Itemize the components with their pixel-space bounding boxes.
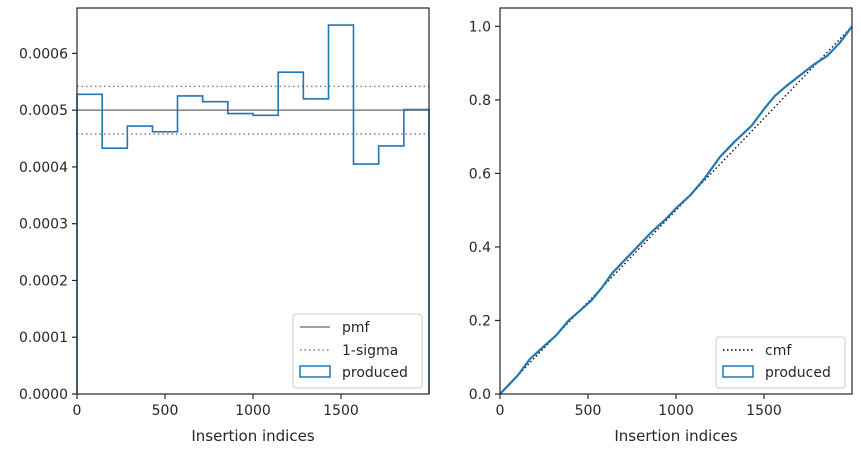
y-tick-label: 0.0006 <box>19 46 68 62</box>
y-tick-label: 1.0 <box>469 19 491 35</box>
y-tick-label: 0.0001 <box>19 330 68 346</box>
y-tick-label: 0.0004 <box>19 160 68 176</box>
x-tick-label: 1000 <box>658 403 694 419</box>
plot-area-right <box>500 8 852 394</box>
legend-sigma-label: 1-sigma <box>342 343 398 359</box>
produced-histogram <box>76 24 430 394</box>
legend-produced-label-right: produced <box>765 365 831 381</box>
y-tick-label: 0.2 <box>469 313 491 329</box>
x-tick-label: 1500 <box>323 403 359 419</box>
x-tick-label: 0 <box>496 403 505 419</box>
produced-cumulative-line <box>499 25 853 395</box>
x-tick-label: 0 <box>73 403 82 419</box>
legend-produced-patch-left <box>299 365 331 378</box>
x-ticks-left: 0 500 1000 1500 <box>73 394 359 419</box>
y-tick-label: 0.0 <box>469 387 491 403</box>
histogram-panel: 0 500 1000 1500 0.00000.00010.00020.00030.0… <box>19 7 430 445</box>
y-ticks-left: 0.0000 0.0001 0.0002 0.0003 0.0004 0.0005 0.00… <box>19 46 77 403</box>
y-tick-label: 0.4 <box>469 240 491 256</box>
x-tick-label: 1000 <box>235 403 271 419</box>
cumulative-panel: 0 500 1000 1500 0.0 0.2 0.4 0.6 0.8 1.0 Insertio… <box>469 7 853 445</box>
y-tick-label: 0.0000 <box>19 387 68 403</box>
x-axis-label-right: Insertion indices <box>614 427 737 445</box>
x-ticks-right: 0 500 1000 1500 <box>496 394 782 419</box>
y-tick-label: 0.0002 <box>19 273 68 289</box>
y-tick-label: 0.6 <box>469 166 491 182</box>
x-axis-label-left: Insertion indices <box>191 427 314 445</box>
y-tick-label: 0.0005 <box>19 103 68 119</box>
legend-box-left <box>292 313 423 389</box>
legend-produced-patch-right <box>722 365 754 378</box>
y-tick-label: 0.8 <box>469 93 491 109</box>
legend-left: pmf 1-sigma produced <box>292 313 423 389</box>
legend-produced-label-left: produced <box>342 365 408 381</box>
y-tick-label: 0.0003 <box>19 217 68 233</box>
legend-right: cmf produced <box>715 336 846 389</box>
reference-lines <box>77 85 429 135</box>
histogram-step-outline <box>76 24 430 394</box>
legend-pmf-label: pmf <box>342 320 371 336</box>
legend-cmf-label: cmf <box>765 343 792 359</box>
x-tick-label: 1500 <box>746 403 782 419</box>
y-ticks-right: 0.0 0.2 0.4 0.6 0.8 1.0 <box>469 19 500 403</box>
x-tick-label: 500 <box>575 403 602 419</box>
x-tick-label: 500 <box>152 403 179 419</box>
